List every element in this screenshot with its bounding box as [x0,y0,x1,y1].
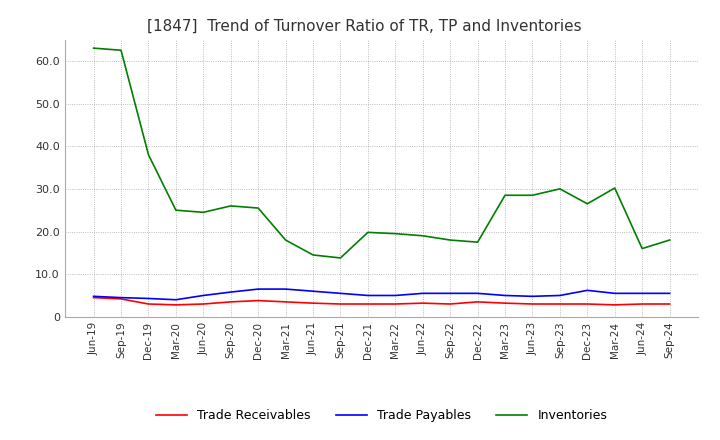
Inventories [391,231,400,236]
Trade Payables [336,291,345,296]
Trade Receivables [199,301,207,307]
Trade Payables [282,286,290,292]
Trade Receivables [418,301,427,306]
Inventories [583,201,592,206]
Inventories [665,238,674,243]
Trade Receivables [556,301,564,307]
Trade Payables [446,291,454,296]
Inventories [226,203,235,209]
Inventories [500,193,509,198]
Inventories [199,210,207,215]
Trade Receivables [665,301,674,307]
Trade Receivables [89,295,98,300]
Trade Payables [309,289,318,294]
Trade Payables [171,297,180,302]
Trade Receivables [583,301,592,307]
Trade Payables [199,293,207,298]
Trade Payables [144,296,153,301]
Trade Payables [473,291,482,296]
Inventories [364,230,372,235]
Inventories [89,45,98,51]
Text: [1847]  Trend of Turnover Ratio of TR, TP and Inventories: [1847] Trend of Turnover Ratio of TR, TP… [147,19,582,34]
Trade Receivables [528,301,537,307]
Trade Payables [391,293,400,298]
Trade Receivables [226,299,235,304]
Trade Payables [665,291,674,296]
Inventories [446,238,454,243]
Inventories [611,185,619,191]
Trade Receivables [638,301,647,307]
Trade Payables [638,291,647,296]
Trade Receivables [117,296,125,301]
Trade Receivables [336,301,345,307]
Trade Receivables [309,301,318,306]
Inventories [418,233,427,238]
Trade Payables [611,291,619,296]
Inventories [473,239,482,245]
Inventories [528,193,537,198]
Trade Receivables [254,298,263,303]
Legend: Trade Receivables, Trade Payables, Inventories: Trade Receivables, Trade Payables, Inven… [151,404,612,427]
Trade Receivables [391,301,400,307]
Trade Receivables [364,301,372,307]
Line: Trade Payables: Trade Payables [94,289,670,300]
Trade Receivables [611,302,619,308]
Trade Payables [89,293,98,299]
Inventories [638,246,647,251]
Inventories [309,252,318,257]
Trade Receivables [446,301,454,307]
Inventories [171,208,180,213]
Inventories [254,205,263,211]
Trade Receivables [500,301,509,306]
Trade Payables [364,293,372,298]
Trade Payables [418,291,427,296]
Trade Receivables [171,302,180,308]
Trade Receivables [144,301,153,307]
Trade Payables [254,286,263,292]
Trade Payables [556,293,564,298]
Trade Payables [226,290,235,295]
Trade Payables [117,295,125,300]
Trade Receivables [473,299,482,304]
Line: Trade Receivables: Trade Receivables [94,297,670,305]
Inventories [144,152,153,158]
Line: Inventories: Inventories [94,48,670,258]
Trade Receivables [282,299,290,304]
Trade Payables [528,293,537,299]
Inventories [556,186,564,191]
Trade Payables [500,293,509,298]
Inventories [282,238,290,243]
Inventories [336,255,345,260]
Inventories [117,48,125,53]
Trade Payables [583,288,592,293]
